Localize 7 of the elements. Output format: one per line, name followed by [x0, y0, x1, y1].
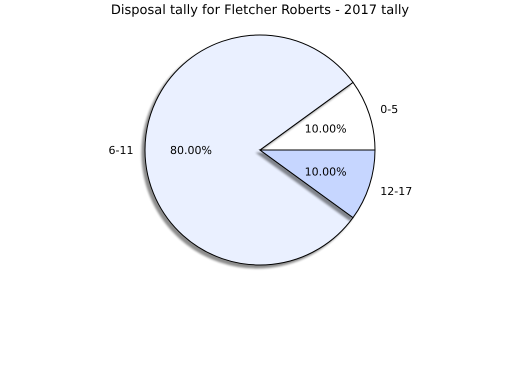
data-label: 80.00% — [170, 144, 212, 157]
data-label: 10.00% — [304, 122, 347, 136]
slice-label: 0-5 — [380, 103, 398, 116]
chart-title: Disposal tally for Fletcher Roberts - 2017 tally — [110, 3, 410, 18]
slice-label: 12-17 — [380, 184, 412, 198]
slice-label: 6-11 — [108, 144, 134, 157]
data-label: 10.00% — [304, 165, 347, 178]
